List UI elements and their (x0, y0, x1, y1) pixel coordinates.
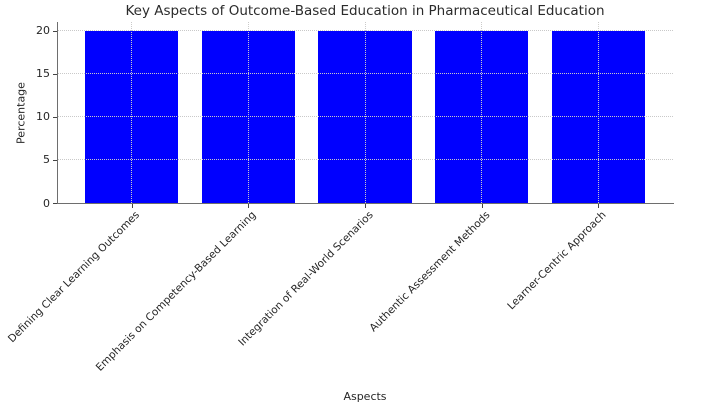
gridline-v-4 (597, 22, 599, 203)
gridline-v-0 (131, 22, 133, 203)
x-tick-2 (365, 204, 366, 208)
x-tick-label-text-2: Integration of Real-World Scenarios (236, 209, 376, 349)
gridline-v-3 (481, 22, 483, 203)
x-axis-spine (57, 203, 674, 204)
gridline-v-1 (247, 22, 249, 203)
x-tick-label-text-0: Defining Clear Learning Outcomes (6, 209, 143, 346)
x-tick-3 (481, 204, 483, 208)
chart-title: Key Aspects of Outcome-Based Education i… (125, 3, 605, 19)
y-tick-label-10: 10 (36, 110, 50, 124)
gridline-v-2 (364, 22, 366, 203)
y-tick-label-15: 15 (36, 67, 50, 81)
y-tick-label-5: 5 (43, 153, 50, 167)
x-tick-1 (248, 204, 250, 208)
y-tick-5 (53, 159, 57, 161)
y-tick-15 (53, 73, 57, 75)
y-axis-spine (57, 22, 58, 204)
x-tick-label-text-4: Learner-Centric Approach (505, 209, 609, 313)
x-axis-label: Aspects (343, 390, 387, 403)
x-tick-0 (131, 204, 133, 208)
y-tick-0 (53, 203, 57, 204)
x-tick-label-text-3: Authentic Assessment Methods (366, 209, 493, 335)
x-tick-4 (598, 204, 600, 208)
y-tick-20 (53, 30, 57, 32)
y-tick-10 (53, 116, 57, 118)
y-tick-label-0: 0 (43, 196, 50, 210)
y-tick-label-20: 20 (36, 24, 50, 38)
